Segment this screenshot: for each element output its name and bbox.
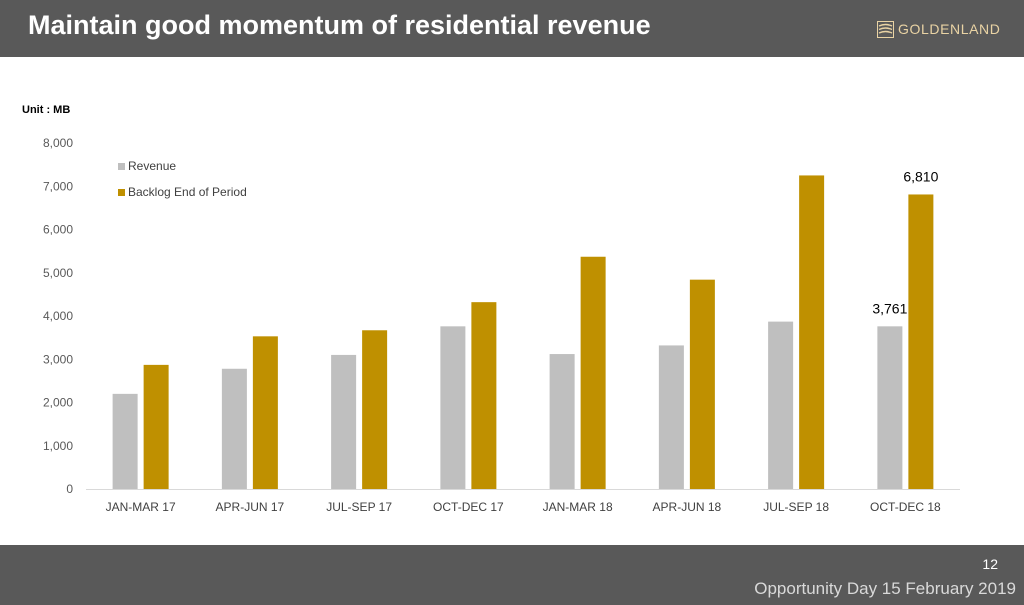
- x-tick-label: JAN-MAR 18: [543, 500, 613, 514]
- goldenland-logo-icon: [877, 20, 894, 38]
- goldenland-logo: GOLDENLAND: [877, 19, 1000, 39]
- legend-label: Revenue: [128, 159, 176, 173]
- bar-revenue: [549, 354, 575, 489]
- bar-backlog: [362, 330, 388, 489]
- x-tick-label: APR-JUN 17: [216, 500, 285, 514]
- x-tick-label: JAN-MAR 17: [106, 500, 176, 514]
- slide-header: Maintain good momentum of residential re…: [0, 0, 1024, 57]
- slide-title: Maintain good momentum of residential re…: [28, 10, 651, 40]
- y-tick-label: 0: [66, 482, 73, 496]
- bar-revenue: [221, 368, 247, 489]
- bar-revenue: [877, 326, 903, 489]
- bar-backlog: [580, 256, 606, 489]
- legend-label: Backlog End of Period: [128, 185, 247, 199]
- x-tick-label: JUL-SEP 18: [763, 500, 829, 514]
- data-label: 3,761: [872, 300, 907, 316]
- bar-backlog: [471, 302, 497, 489]
- legend-swatch: [118, 189, 125, 196]
- x-tick-label: APR-JUN 18: [653, 500, 722, 514]
- bar-revenue: [658, 345, 684, 489]
- bar-backlog: [689, 279, 715, 489]
- y-tick-label: 6,000: [43, 223, 73, 237]
- y-tick-label: 5,000: [43, 266, 73, 280]
- legend-swatch: [118, 163, 125, 170]
- y-tick-label: 4,000: [43, 309, 73, 323]
- bar-backlog: [908, 194, 934, 489]
- bar-revenue: [768, 321, 794, 489]
- y-tick-label: 3,000: [43, 352, 73, 366]
- x-tick-label: JUL-SEP 17: [326, 500, 392, 514]
- slide-footer: 12 Opportunity Day 15 February 2019: [0, 545, 1024, 605]
- y-tick-label: 2,000: [43, 396, 73, 410]
- y-tick-label: 8,000: [43, 136, 73, 150]
- bar-revenue: [440, 326, 466, 489]
- revenue-backlog-bar-chart: Unit : MB 0 1,000 2,000 3,000 4,000 5,000 6,000…: [22, 104, 960, 514]
- logo-text: GOLDENLAND: [898, 21, 1001, 37]
- bar-backlog: [799, 175, 825, 489]
- y-tick-label: 7,000: [43, 179, 73, 193]
- x-tick-label: OCT-DEC 17: [433, 500, 504, 514]
- x-tick-label: OCT-DEC 18: [870, 500, 941, 514]
- data-label: 6,810: [903, 168, 938, 184]
- bar-revenue: [331, 354, 357, 489]
- chart-area: Unit : MB 0 1,000 2,000 3,000 4,000 5,000 6,000…: [0, 57, 1024, 545]
- bar-backlog: [252, 336, 278, 489]
- page-number: 12: [982, 556, 998, 572]
- y-tick-label: 1,000: [43, 439, 73, 453]
- bar-revenue: [112, 393, 138, 489]
- event-caption: Opportunity Day 15 February 2019: [754, 579, 1016, 598]
- unit-label: Unit : MB: [22, 104, 70, 116]
- bar-backlog: [143, 364, 169, 489]
